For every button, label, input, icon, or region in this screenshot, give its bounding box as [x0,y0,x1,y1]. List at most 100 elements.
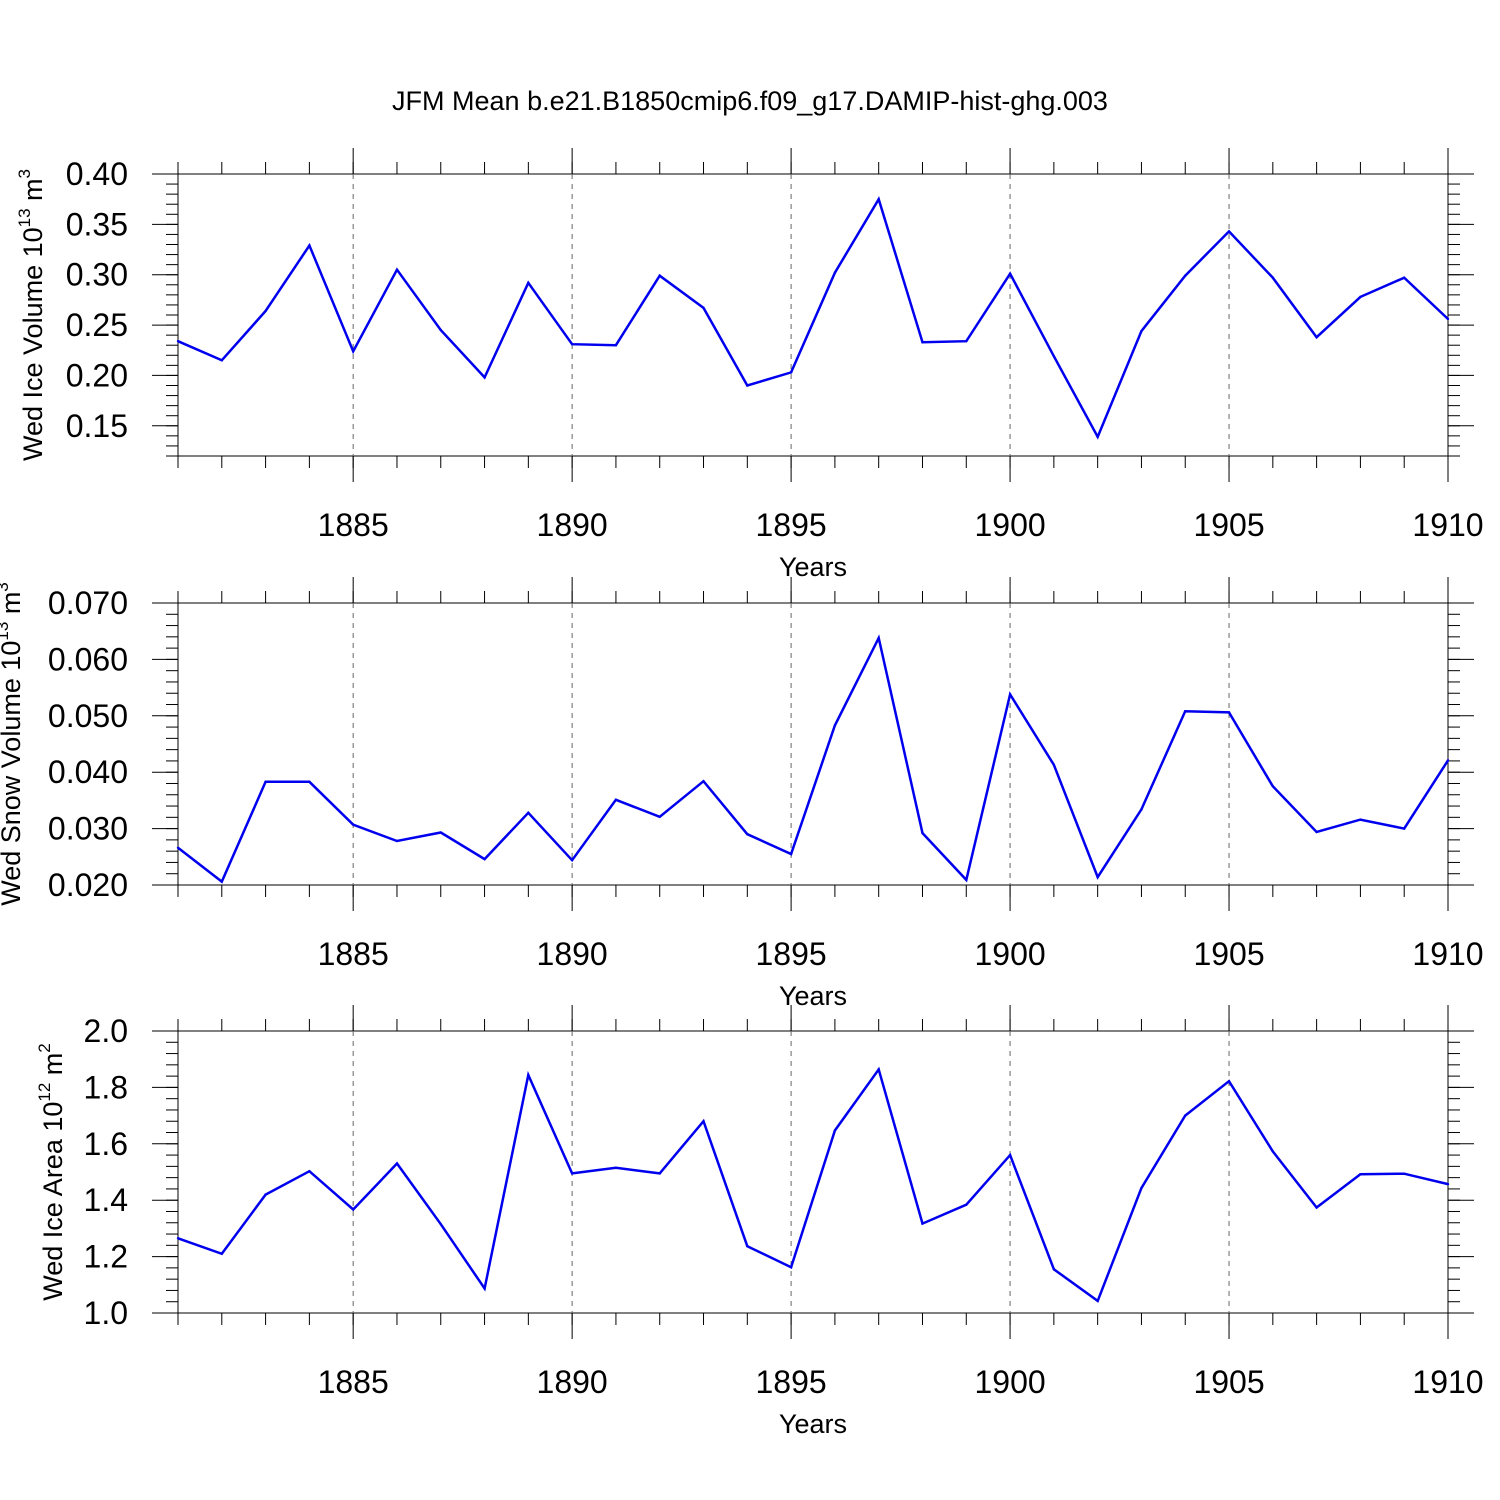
data-point [921,340,924,344]
data-point [965,339,968,343]
y-tick-label: 0.20 [66,357,128,393]
y-axis-label: Wed Snow Volume 1013 m3 [0,582,26,906]
data-point [264,1193,267,1196]
plot-frame [177,173,1449,457]
y-tick-label: 0.050 [48,698,128,734]
x-tick-label: 1885 [318,507,389,543]
data-point [1403,1172,1406,1175]
data-point [877,1068,880,1071]
x-axis-label: Years [779,552,847,582]
data-point [1008,272,1012,275]
data-point [483,376,486,379]
data-point [789,371,793,374]
x-tick-label: 1900 [974,936,1045,972]
series-line [177,634,1450,884]
y-tick-label: 2.0 [84,1013,128,1049]
data-point [1052,1268,1056,1271]
data-point [570,343,574,346]
data-point [702,1120,705,1123]
data-point [1052,355,1056,358]
chart-panel-3: 1885 1890 1895 1900 1905 1910 1.0 1.2 1.4 1.6 1.8 2… [35,1005,1484,1439]
data-point [1271,785,1275,788]
data-point [921,831,924,835]
data-point [570,858,574,862]
chart-panel-1: 1885 1890 1895 1900 1905 1910 0.15 0.20 0.25 0.30… [15,148,1484,582]
x-tick-label: 1905 [1193,1364,1264,1400]
data-point [921,1222,924,1225]
y-tick-label: 0.35 [66,206,128,242]
data-point [1052,763,1056,767]
data-point [1403,276,1406,279]
x-tick-label: 1900 [974,507,1045,543]
data-point [1315,335,1318,339]
data-point [1446,1182,1450,1186]
y-tick-label: 0.070 [48,585,128,621]
y-tick-label: 0.15 [66,408,128,444]
series-line [177,196,1449,440]
data-point [789,1266,793,1269]
y-axis-label-unit: m [18,178,48,208]
data-point [308,244,311,247]
data-point [439,328,442,332]
data-point [833,724,837,727]
data-point [220,880,223,883]
data-point [1359,295,1362,299]
y-tick-label: 0.30 [66,257,128,293]
data-point [527,811,530,815]
data-point [176,1237,180,1240]
data-point [1359,1173,1362,1176]
y-tick-label: 1.2 [84,1239,128,1275]
data-point [308,780,311,783]
x-axis-label: Years [779,981,847,1011]
data-point [483,857,486,861]
data-point [439,831,442,834]
data-point [264,780,267,783]
data-point [220,359,223,362]
data-point [1140,329,1143,333]
y-tick-label: 0.040 [48,754,128,790]
x-tick-label: 1905 [1193,507,1264,543]
x-tick-label: 1885 [318,1364,389,1400]
data-point [1096,435,1099,439]
data-point [833,271,837,274]
y-axis-label-text: Wed Snow Volume 10 [0,641,26,906]
y-axis-label-unit-exponent: 2 [35,1043,54,1052]
x-tick-label: 1900 [974,1364,1045,1400]
data-point [1359,818,1362,821]
x-axis-label: Years [779,1409,847,1439]
data-point [1008,1153,1012,1157]
data-point [614,344,618,347]
data-point [614,798,618,802]
data-point [1227,230,1231,233]
data-point [176,339,180,343]
data-point [658,274,661,277]
data-point [965,878,968,882]
data-point [1315,1206,1318,1209]
data-point [877,636,880,640]
y-axis-label-text: Wed Ice Volume 10 [18,227,48,461]
x-tick-label: 1890 [537,936,608,972]
y-tick-label: 0.020 [48,867,128,903]
data-point [1315,830,1318,834]
data-point [351,823,355,826]
y-axis-label-unit-exponent: 3 [15,169,34,178]
data-point [1184,710,1187,713]
data-point [1446,317,1450,321]
y-axis-label-exponent: 12 [35,1083,54,1102]
y-axis-label-exponent: 13 [0,622,12,641]
x-tick-label: 1885 [318,936,389,972]
data-point [1008,693,1012,696]
series-line [177,1066,1449,1303]
y-tick-label: 0.060 [48,641,128,677]
y-axis-label-text: Wed Ice Area 10 [38,1102,68,1301]
data-point [395,1162,399,1165]
data-point [439,1222,442,1226]
data-point [220,1252,223,1255]
data-point [658,1172,661,1175]
y-tick-label: 0.40 [66,156,128,192]
x-tick-label: 1905 [1193,936,1264,972]
x-tick-label: 1910 [1412,936,1483,972]
data-point [264,309,267,313]
x-tick-label: 1895 [756,507,827,543]
